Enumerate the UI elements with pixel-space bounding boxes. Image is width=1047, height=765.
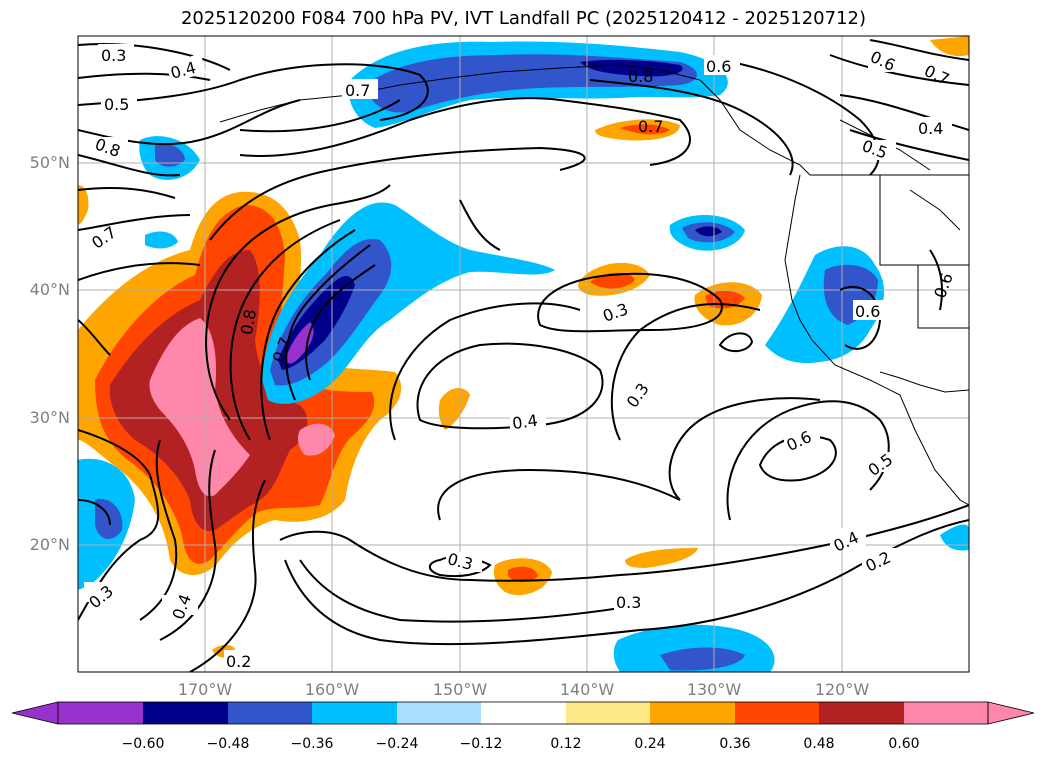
colorbar-tick-label: 0.12 <box>550 736 582 752</box>
lon-label: 120°W <box>814 680 870 699</box>
colorbar-tick-label: 0.48 <box>803 736 835 752</box>
colorbar-cell <box>819 702 904 724</box>
colorbar-cell <box>228 702 312 724</box>
colorbar <box>11 701 1035 725</box>
colorbar-cell <box>312 702 397 724</box>
lat-label: 20°N <box>29 535 70 554</box>
colorbar-tick-label: −0.36 <box>290 736 334 752</box>
contour-label: 0.8 <box>628 67 653 86</box>
colorbar-high-extension <box>987 701 1035 725</box>
lon-label: 130°W <box>686 680 742 699</box>
contour-label: 0.3 <box>616 593 641 612</box>
contour-label: 0.5 <box>104 95 129 114</box>
colorbar-cell <box>904 702 988 724</box>
lon-label: 160°W <box>304 680 360 699</box>
colorbar-tick-label: −0.12 <box>459 736 503 752</box>
lon-label: 140°W <box>559 680 615 699</box>
lat-label: 50°N <box>29 153 70 172</box>
colorbar-tick-label: −0.48 <box>206 736 250 752</box>
contour-label: 0.6 <box>706 57 731 76</box>
colorbar-tick-label: −0.60 <box>121 736 165 752</box>
contour-label: 0.8 <box>237 308 260 336</box>
colorbar-tick-label: 0.60 <box>888 736 920 752</box>
contour-label: 0.6 <box>855 302 880 321</box>
contour-label: 0.7 <box>638 117 663 136</box>
colorbar-cell <box>143 702 228 724</box>
colorbar-low-extension <box>11 701 59 725</box>
colorbar-tick-label: 0.36 <box>719 736 751 752</box>
colorbar-tick-label: −0.24 <box>375 736 419 752</box>
colorbar-cell <box>397 702 481 724</box>
colorbar-cell <box>735 702 819 724</box>
lon-label: 150°W <box>432 680 488 699</box>
lon-label: 170°W <box>177 680 233 699</box>
lat-label: 30°N <box>29 408 70 427</box>
colorbar-cell <box>481 702 566 724</box>
map-frame <box>77 35 970 673</box>
contour-label: 0.4 <box>511 411 539 433</box>
contour-label: 0.7 <box>345 81 370 100</box>
lat-label: 40°N <box>29 280 70 299</box>
colorbar-cell <box>58 702 143 724</box>
colorbar-cell <box>566 702 650 724</box>
coastlines <box>219 64 969 506</box>
graticule <box>78 36 969 672</box>
map-title: 2025120200 F084 700 hPa PV, IVT Landfall… <box>180 8 867 29</box>
contour-label: 0.3 <box>101 46 126 65</box>
contour-label: 0.4 <box>918 119 943 138</box>
contour-label: 0.2 <box>226 652 251 671</box>
colorbar-cell <box>650 702 735 724</box>
colorbar-tick-label: 0.24 <box>634 736 666 752</box>
